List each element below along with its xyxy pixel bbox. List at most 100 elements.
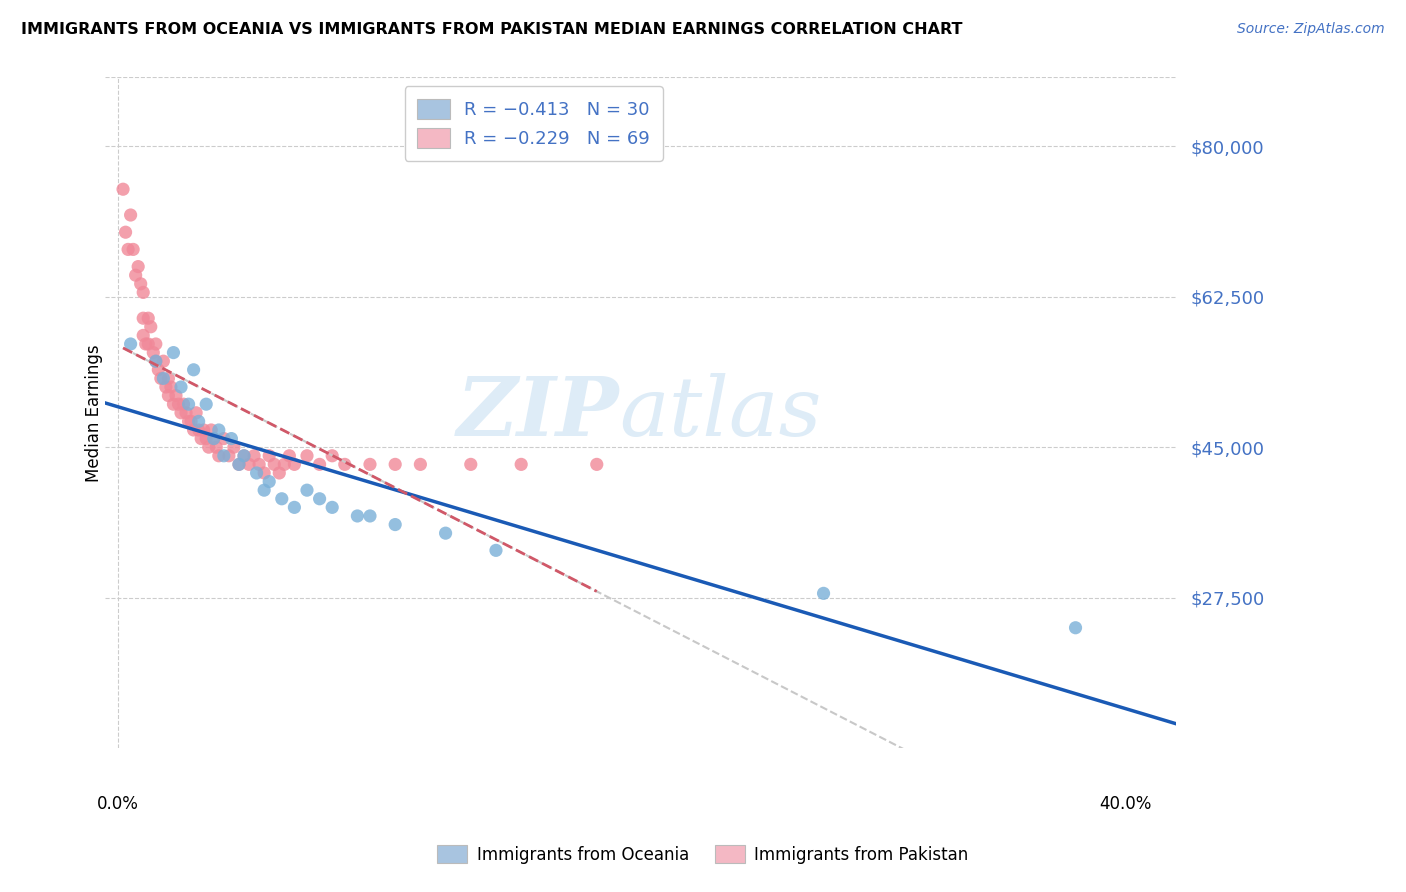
Point [114, 225, 136, 239]
Point [233, 449, 256, 463]
Point [195, 397, 218, 411]
Point [152, 371, 174, 385]
Point [238, 458, 260, 472]
Point [122, 243, 145, 257]
Point [283, 458, 305, 472]
Point [157, 371, 180, 385]
Legend: Immigrants from Oceania, Immigrants from Pakistan: Immigrants from Oceania, Immigrants from… [430, 838, 976, 871]
Point [510, 458, 533, 472]
Point [208, 423, 231, 437]
Point [202, 432, 225, 446]
Point [165, 388, 187, 402]
Text: 0.0%: 0.0% [97, 796, 139, 814]
Point [145, 337, 167, 351]
Point [460, 458, 482, 472]
Point [117, 243, 139, 257]
Point [173, 397, 195, 411]
Point [208, 449, 231, 463]
Text: atlas: atlas [620, 373, 823, 453]
Point [180, 414, 202, 428]
Point [295, 483, 318, 498]
Point [257, 449, 280, 463]
Point [132, 311, 155, 326]
Point [152, 354, 174, 368]
Point [145, 354, 167, 368]
Point [269, 466, 291, 480]
Point [295, 449, 318, 463]
Point [246, 466, 269, 480]
Point [321, 449, 343, 463]
Point [253, 483, 276, 498]
Point [359, 458, 381, 472]
Point [139, 319, 162, 334]
Point [174, 406, 197, 420]
Point [278, 449, 301, 463]
Point [813, 586, 835, 600]
Point [136, 311, 159, 326]
Point [485, 543, 508, 558]
Point [167, 397, 190, 411]
Text: IMMIGRANTS FROM OCEANIA VS IMMIGRANTS FROM PAKISTAN MEDIAN EARNINGS CORRELATION : IMMIGRANTS FROM OCEANIA VS IMMIGRANTS FR… [21, 22, 963, 37]
Point [273, 458, 295, 472]
Point [257, 475, 280, 489]
Point [205, 440, 228, 454]
Point [162, 397, 184, 411]
Point [120, 208, 142, 222]
Point [1064, 621, 1087, 635]
Point [200, 423, 222, 437]
Point [233, 449, 256, 463]
Point [333, 458, 356, 472]
Point [308, 458, 330, 472]
Point [434, 526, 457, 541]
Point [183, 423, 205, 437]
Point [120, 337, 142, 351]
Point [384, 517, 406, 532]
Point [221, 432, 243, 446]
Point [184, 406, 207, 420]
Point [124, 268, 146, 283]
Point [197, 440, 219, 454]
Point [160, 380, 183, 394]
Text: Source: ZipAtlas.com: Source: ZipAtlas.com [1237, 22, 1385, 37]
Point [177, 414, 200, 428]
Point [149, 371, 172, 385]
Point [228, 458, 250, 472]
Point [212, 432, 235, 446]
Y-axis label: Median Earnings: Median Earnings [86, 344, 103, 482]
Point [183, 363, 205, 377]
Point [270, 491, 292, 506]
Point [222, 440, 245, 454]
Point [321, 500, 343, 515]
Text: 40.0%: 40.0% [1099, 796, 1152, 814]
Point [187, 414, 209, 428]
Point [190, 432, 212, 446]
Point [228, 458, 250, 472]
Point [195, 432, 218, 446]
Point [202, 432, 225, 446]
Point [283, 500, 305, 515]
Point [218, 449, 240, 463]
Point [177, 397, 200, 411]
Point [193, 423, 215, 437]
Point [243, 449, 266, 463]
Point [359, 508, 381, 523]
Legend: R = −0.413   N = 30, R = −0.229   N = 69: R = −0.413 N = 30, R = −0.229 N = 69 [405, 87, 662, 161]
Point [170, 406, 193, 420]
Text: ZIP: ZIP [457, 373, 620, 453]
Point [145, 354, 167, 368]
Point [136, 337, 159, 351]
Point [585, 458, 607, 472]
Point [129, 277, 152, 291]
Point [253, 466, 276, 480]
Point [112, 182, 135, 196]
Point [132, 328, 155, 343]
Point [409, 458, 432, 472]
Point [212, 449, 235, 463]
Point [187, 423, 209, 437]
Point [384, 458, 406, 472]
Point [135, 337, 157, 351]
Point [346, 508, 368, 523]
Point [127, 260, 149, 274]
Point [308, 491, 330, 506]
Point [155, 380, 177, 394]
